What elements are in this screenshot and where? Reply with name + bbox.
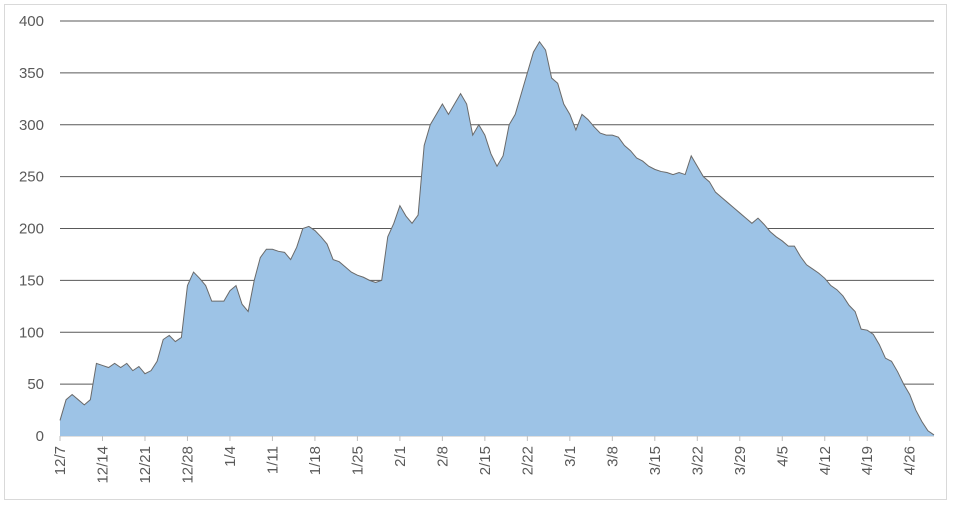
y-tick-label-300: 300 bbox=[19, 117, 44, 134]
y-tick-label-400: 400 bbox=[19, 13, 44, 30]
x-tick-label-13: 3/8 bbox=[604, 446, 621, 467]
x-tick-label-4: 1/4 bbox=[222, 446, 239, 467]
x-tick-label-16: 3/29 bbox=[732, 446, 749, 475]
x-tick-label-3: 12/28 bbox=[179, 446, 196, 484]
x-tick-label-7: 1/25 bbox=[349, 446, 366, 475]
x-tick-label-14: 3/15 bbox=[647, 446, 664, 475]
x-tick-label-18: 4/12 bbox=[817, 446, 834, 475]
y-tick-label-150: 150 bbox=[19, 272, 44, 289]
y-tick-label-200: 200 bbox=[19, 221, 44, 238]
x-tick-label-17: 4/5 bbox=[774, 446, 791, 467]
y-axis: 0 50 100 150 200 250 300 350 400 bbox=[19, 13, 44, 445]
x-tick-label-8: 2/1 bbox=[392, 446, 409, 467]
x-tick-label-2: 12/21 bbox=[137, 446, 154, 484]
x-tick-label-19: 4/19 bbox=[859, 446, 876, 475]
y-tick-label-0: 0 bbox=[36, 428, 44, 445]
x-tick-label-6: 1/18 bbox=[307, 446, 324, 475]
y-tick-label-50: 50 bbox=[27, 376, 44, 393]
x-tick-label-5: 1/11 bbox=[264, 446, 281, 474]
x-tick-label-20: 4/26 bbox=[902, 446, 919, 475]
y-tick-label-100: 100 bbox=[19, 324, 44, 341]
y-tick-label-250: 250 bbox=[19, 169, 44, 186]
area-series bbox=[59, 40, 935, 436]
area-fill bbox=[60, 41, 934, 436]
area-outline bbox=[59, 40, 935, 436]
x-axis: 12/7 12/14 12/21 12/28 1/4 1/11 1/18 1/25 2/1 2/8… bbox=[52, 436, 919, 484]
x-tick-label-11: 2/22 bbox=[519, 446, 536, 475]
y-tick-label-350: 350 bbox=[19, 65, 44, 82]
x-tick-label-9: 2/8 bbox=[434, 446, 451, 467]
x-tick-label-1: 12/14 bbox=[94, 446, 111, 484]
x-tick-label-12: 3/1 bbox=[562, 446, 579, 467]
x-tick-label-0: 12/7 bbox=[52, 446, 69, 475]
x-tick-label-10: 2/15 bbox=[477, 446, 494, 475]
x-tick-label-15: 3/22 bbox=[689, 446, 706, 475]
